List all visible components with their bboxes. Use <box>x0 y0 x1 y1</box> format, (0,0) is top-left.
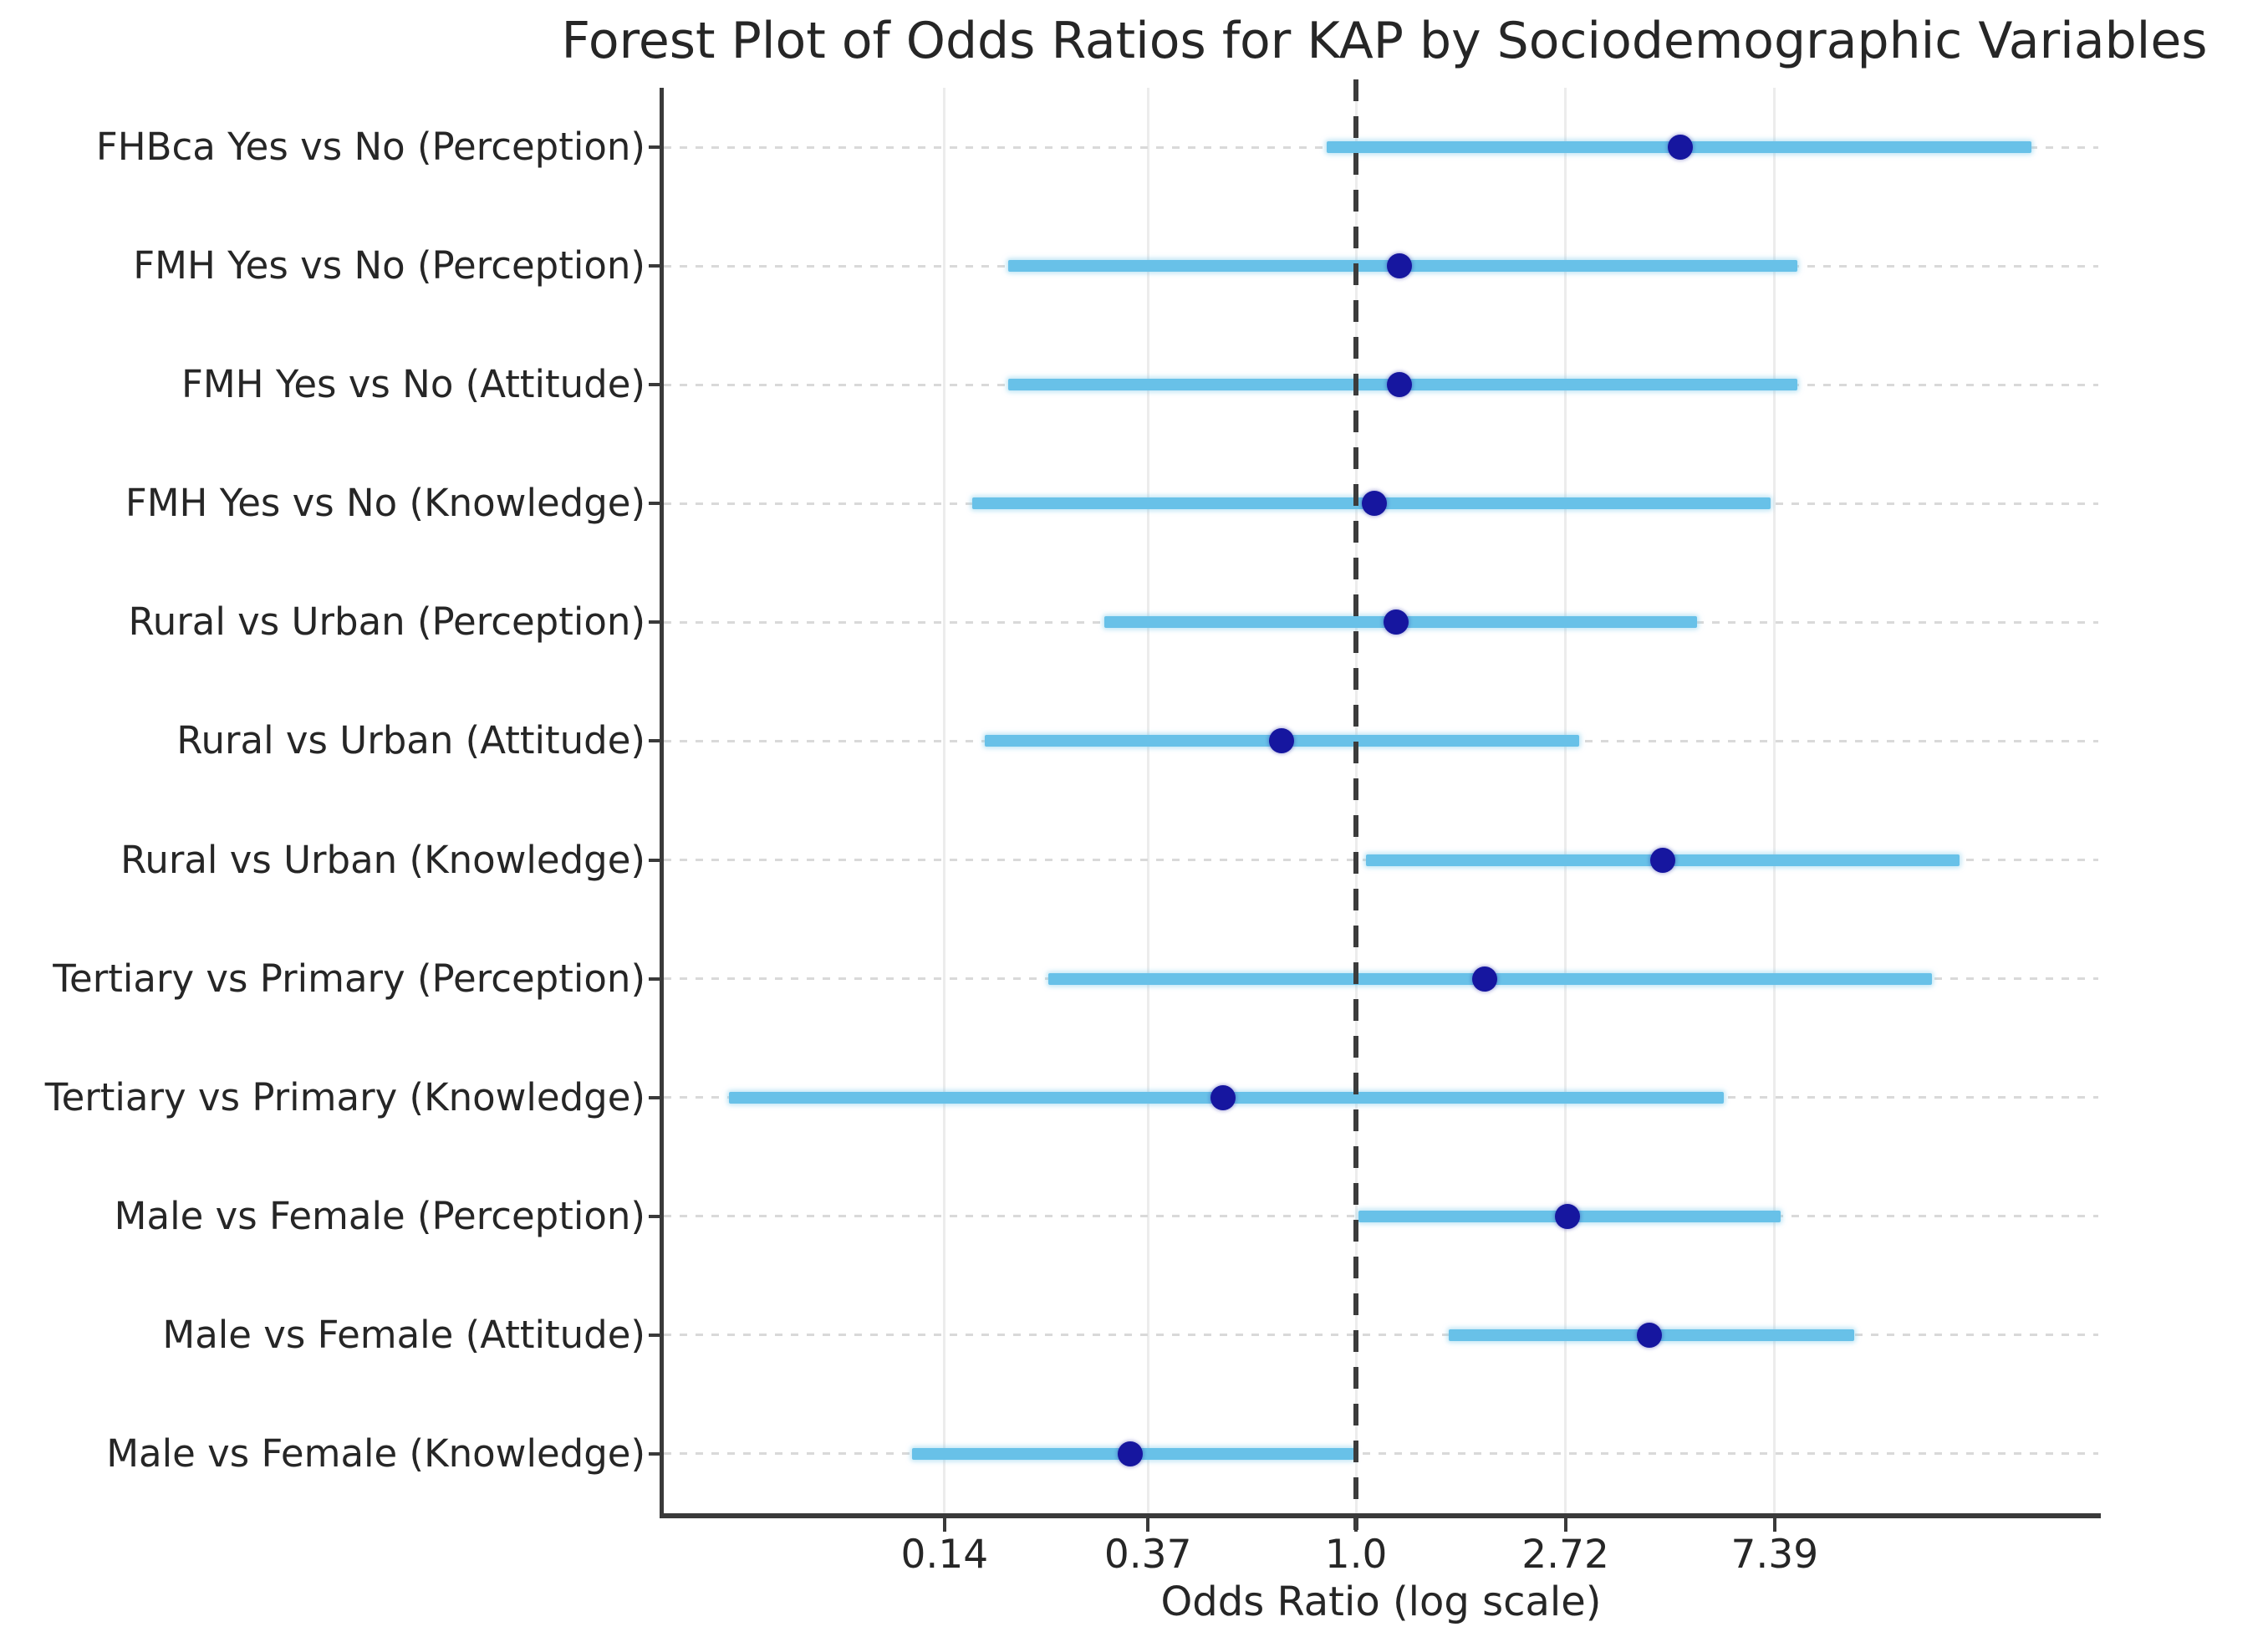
y-axis-label: Rural vs Urban (Attitude) <box>176 718 645 763</box>
y-axis-label: FMH Yes vs No (Attitude) <box>181 362 645 407</box>
v-gridline <box>943 88 946 1513</box>
or-point <box>1555 1203 1581 1229</box>
or-point <box>1361 491 1387 517</box>
y-axis-label: FHBca Yes vs No (Perception) <box>95 125 645 170</box>
or-point <box>1386 253 1412 279</box>
y-axis-label: FMH Yes vs No (Perception) <box>133 243 645 288</box>
y-axis-label: Tertiary vs Primary (Knowledge) <box>44 1074 645 1119</box>
h-gridline <box>664 1452 2098 1456</box>
y-axis-label: Tertiary vs Primary (Perception) <box>53 956 645 1001</box>
or-point <box>1667 135 1693 161</box>
or-point <box>1268 728 1294 754</box>
x-tick <box>1146 1513 1150 1532</box>
y-tick <box>649 145 664 150</box>
y-tick <box>649 620 664 625</box>
x-tick-label: 0.37 <box>1103 1532 1192 1578</box>
x-tick-label: 0.14 <box>900 1532 989 1578</box>
y-tick <box>649 264 664 268</box>
y-axis-label: Male vs Female (Perception) <box>114 1193 645 1238</box>
y-tick <box>649 1451 664 1456</box>
y-tick <box>649 977 664 981</box>
y-axis-spine <box>660 88 664 1517</box>
x-tick <box>1772 1513 1776 1532</box>
y-tick <box>649 1214 664 1218</box>
x-tick-label: 2.72 <box>1521 1532 1609 1578</box>
or-point <box>1636 1322 1662 1348</box>
v-gridline <box>1146 88 1149 1513</box>
x-tick-label: 1.0 <box>1324 1532 1388 1578</box>
y-axis-label: Male vs Female (Attitude) <box>162 1312 645 1357</box>
x-axis-label: Odds Ratio (log scale) <box>1160 1578 1602 1625</box>
y-tick <box>649 1333 664 1337</box>
x-tick <box>1563 1513 1567 1532</box>
y-tick <box>649 383 664 387</box>
x-tick-label: 7.39 <box>1730 1532 1819 1578</box>
y-axis-label: Rural vs Urban (Knowledge) <box>120 837 645 882</box>
chart-title: Forest Plot of Odds Ratios for KAP by So… <box>561 12 2208 70</box>
y-axis-label: Male vs Female (Knowledge) <box>106 1431 645 1476</box>
y-tick <box>649 502 664 506</box>
y-tick <box>649 739 664 743</box>
y-axis-label: FMH Yes vs No (Knowledge) <box>125 481 645 526</box>
y-axis-label: Rural vs Urban (Perception) <box>128 599 645 645</box>
reference-line <box>1353 79 1359 1530</box>
h-gridline <box>664 1334 2098 1337</box>
v-gridline <box>1773 88 1776 1513</box>
or-point <box>1649 847 1675 873</box>
or-point <box>1118 1441 1143 1466</box>
or-point <box>1383 609 1409 635</box>
or-point <box>1472 966 1498 992</box>
or-point <box>1386 372 1412 398</box>
x-axis-spine <box>660 1513 2101 1518</box>
v-gridline <box>1564 88 1567 1513</box>
x-tick <box>942 1513 946 1532</box>
or-point <box>1210 1084 1236 1110</box>
y-tick <box>649 1095 664 1099</box>
y-tick <box>649 858 664 862</box>
